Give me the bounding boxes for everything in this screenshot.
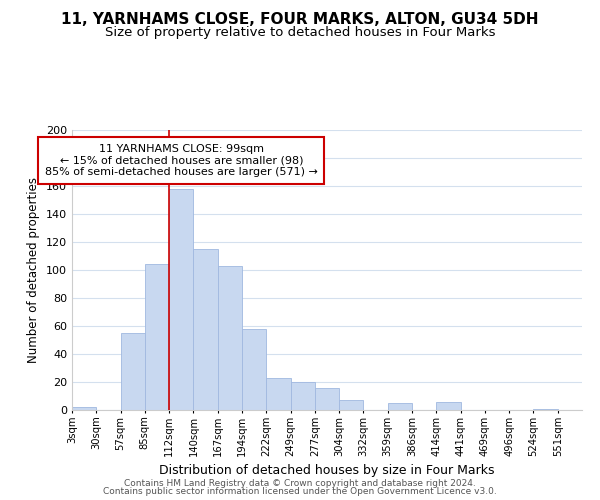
Bar [388, 403, 412, 410]
Bar [339, 400, 364, 410]
Text: 11, YARNHAMS CLOSE, FOUR MARKS, ALTON, GU34 5DH: 11, YARNHAMS CLOSE, FOUR MARKS, ALTON, G… [61, 12, 539, 28]
X-axis label: Distribution of detached houses by size in Four Marks: Distribution of detached houses by size … [159, 464, 495, 477]
Text: Size of property relative to detached houses in Four Marks: Size of property relative to detached ho… [105, 26, 495, 39]
Bar [72, 407, 96, 410]
Bar [121, 333, 145, 410]
Bar [193, 249, 218, 410]
Bar [218, 266, 242, 410]
Bar [533, 408, 558, 410]
Bar [242, 329, 266, 410]
Bar [290, 382, 315, 410]
Text: 11 YARNHAMS CLOSE: 99sqm
← 15% of detached houses are smaller (98)
85% of semi-d: 11 YARNHAMS CLOSE: 99sqm ← 15% of detach… [45, 144, 318, 177]
Bar [315, 388, 339, 410]
Bar [436, 402, 461, 410]
Y-axis label: Number of detached properties: Number of detached properties [28, 177, 40, 363]
Text: Contains public sector information licensed under the Open Government Licence v3: Contains public sector information licen… [103, 487, 497, 496]
Bar [266, 378, 290, 410]
Text: Contains HM Land Registry data © Crown copyright and database right 2024.: Contains HM Land Registry data © Crown c… [124, 478, 476, 488]
Bar [145, 264, 169, 410]
Bar [169, 189, 193, 410]
